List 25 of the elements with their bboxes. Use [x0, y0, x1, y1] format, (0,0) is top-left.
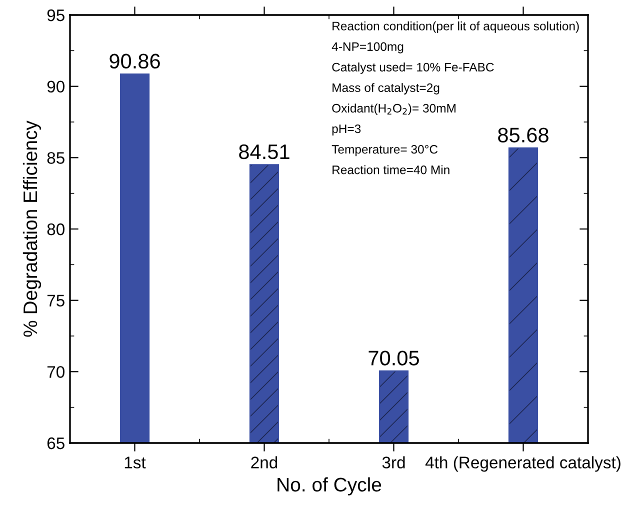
- y-tick-label: 75: [47, 294, 64, 307]
- annotation: Reaction condition(per lit of aqueous solution): [332, 21, 579, 33]
- data-label: 90.86: [110, 54, 160, 69]
- x-axis-title: No. of Cycle: [278, 477, 382, 496]
- x-tick-label: 3rd: [382, 456, 405, 468]
- annotation: Reaction time=40 Min: [332, 165, 450, 174]
- y-tick-label: 70: [47, 366, 64, 378]
- x-tick-label: 4th (Regenerated catalyst): [425, 456, 620, 472]
- annotation: 4-NP=100mg: [332, 42, 404, 54]
- y-tick-label: 65: [47, 437, 64, 450]
- data-label: 84.51: [239, 144, 290, 160]
- annotation: pH=3: [332, 124, 361, 136]
- data-label: 85.68: [498, 128, 548, 142]
- y-tick-label: 85: [47, 152, 64, 164]
- annotation: Temperature= 30°C: [332, 145, 438, 156]
- annotation: Mass of catalyst=2g: [332, 83, 440, 94]
- y-tick-label: 95: [47, 9, 64, 22]
- data-label: 70.05: [368, 350, 419, 366]
- x-tick-label: 1st: [124, 456, 146, 468]
- y-tick-label: 90: [47, 80, 64, 93]
- y-axis-title: % Degradation Efficiency: [22, 120, 42, 337]
- y-tick-label: 80: [47, 223, 64, 236]
- x-tick-label: 2nd: [251, 456, 278, 468]
- annotation: Oxidant(H$_{2}$O$_{2}$)= 30mM: [332, 104, 456, 115]
- annotation: Catalyst used= 10% Fe-FABC: [332, 62, 494, 74]
